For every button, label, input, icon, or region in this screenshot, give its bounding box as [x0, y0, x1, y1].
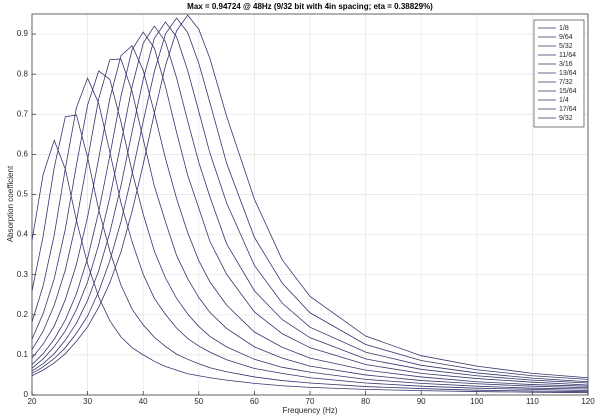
series-line	[31, 14, 589, 379]
legend-label: 11/64	[559, 52, 576, 59]
series-line	[31, 31, 589, 386]
y-tick-label: 0.2	[17, 310, 29, 319]
x-tick-label: 110	[526, 397, 539, 406]
x-tick-label: 80	[361, 397, 370, 406]
x-tick-label: 30	[83, 397, 92, 406]
series-line	[31, 70, 589, 390]
y-tick-label: 0.3	[17, 270, 29, 279]
chart-title: Max = 0.94724 @ 48Hz (9/32 bit with 4in …	[187, 2, 433, 11]
legend-label: 15/64	[559, 88, 577, 95]
series-line	[31, 25, 589, 384]
x-tick-label: 20	[28, 397, 37, 406]
series-line	[31, 139, 589, 394]
plot-frame	[31, 13, 589, 396]
y-tick-label: 0.1	[17, 350, 29, 359]
legend-label: 9/32	[559, 115, 573, 122]
legend-label: 9/64	[559, 34, 573, 41]
y-tick-label: 0.4	[17, 230, 29, 239]
series-line	[31, 21, 589, 383]
series-line	[31, 114, 589, 393]
y-tick-label: 0	[24, 390, 29, 399]
series-line	[31, 45, 589, 387]
series-line	[31, 17, 589, 380]
legend-label: 1/4	[559, 97, 569, 104]
y-tick-label: 0.9	[17, 29, 29, 38]
x-tick-label: 90	[417, 397, 426, 406]
legend-label: 7/32	[559, 79, 573, 86]
y-tick-label: 0.5	[17, 190, 29, 199]
x-tick-label: 70	[306, 397, 315, 406]
y-tick-label: 0.8	[17, 69, 29, 78]
series-line	[31, 77, 589, 391]
legend-label: 1/8	[559, 25, 569, 32]
y-tick-label: 0.7	[17, 109, 29, 118]
legend-label: 3/16	[559, 61, 573, 68]
legend-label: 13/64	[559, 70, 577, 77]
x-tick-label: 100	[470, 397, 484, 406]
y-tick-label: 0.6	[17, 149, 29, 158]
x-tick-label: 60	[250, 397, 259, 406]
legend-label: 5/32	[559, 43, 573, 50]
x-tick-label: 50	[194, 397, 203, 406]
series-line	[31, 58, 589, 389]
x-tick-label: 120	[581, 397, 595, 406]
x-axis-label: Frequency (Hz)	[282, 406, 337, 415]
x-tick-label: 40	[139, 397, 148, 406]
y-axis-label: Absorption coefficient	[6, 165, 15, 242]
legend-label: 17/64	[559, 106, 577, 113]
